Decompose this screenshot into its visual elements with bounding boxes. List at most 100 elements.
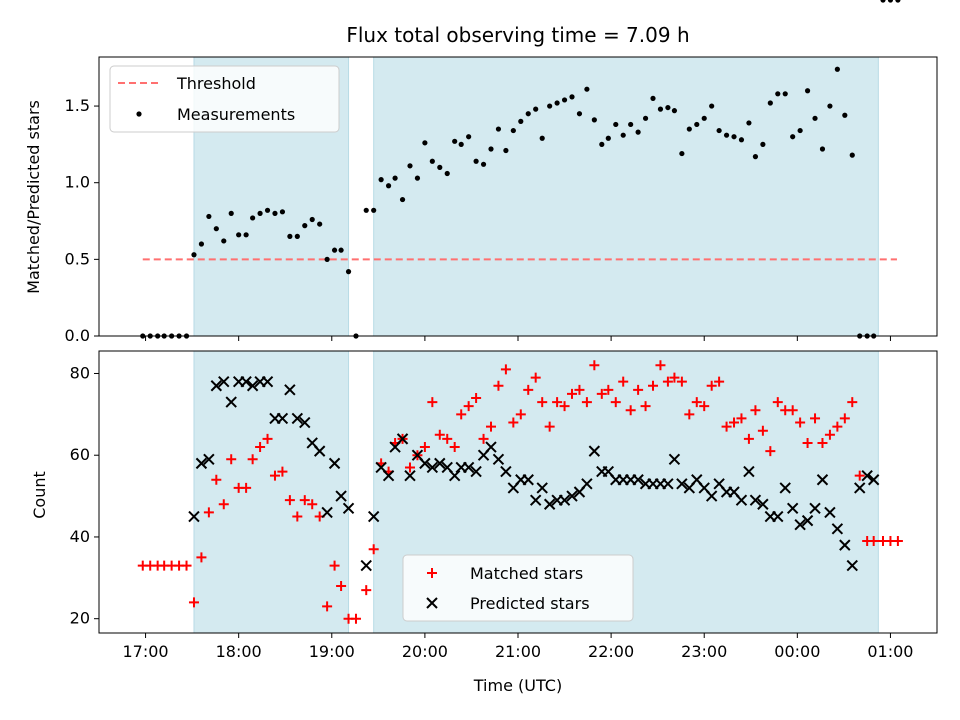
predicted-point — [786, 502, 799, 515]
measurement-point — [635, 129, 641, 135]
matched-point — [633, 384, 644, 395]
y-axis-label-ratio: Matched/Predicted stars — [24, 100, 43, 294]
matched-point — [581, 397, 592, 408]
matched-point — [787, 405, 798, 416]
measurement-point — [422, 140, 428, 146]
matched-point — [603, 384, 614, 395]
matched-point — [750, 405, 761, 416]
measurement-point — [437, 164, 443, 170]
predicted-point — [757, 498, 769, 510]
matched-point — [729, 417, 740, 428]
predicted-point — [492, 453, 505, 466]
matched-point — [544, 421, 555, 432]
measurement-point — [488, 146, 494, 152]
predicted-point — [335, 490, 347, 502]
count-panel: 20 40 60 80 17:00 18:00 19:00 20:00 21:00 22:00 23… — [70, 351, 938, 661]
measurement-point — [738, 137, 745, 143]
predicted-point — [831, 523, 844, 535]
matched-point — [567, 388, 578, 399]
legend-measurement-label: Measurements — [177, 105, 295, 124]
predicted-point — [404, 469, 416, 482]
matched-point — [493, 380, 504, 391]
matched-point — [743, 433, 754, 444]
legend-predicted-swatch — [426, 597, 438, 609]
legend-measurement-swatch — [136, 111, 142, 117]
measurement-point — [331, 247, 338, 253]
measurement-point — [576, 111, 583, 117]
legend-predicted-label: Predicted stars — [470, 594, 590, 613]
measurement-point — [701, 115, 707, 121]
predicted-point — [529, 494, 542, 506]
measurement-point — [228, 210, 234, 216]
predicted-point — [261, 375, 274, 388]
measurement-point — [272, 210, 278, 216]
matched-point — [757, 425, 768, 436]
matched-point — [810, 413, 821, 424]
matched-point — [721, 421, 732, 432]
measurement-point — [466, 134, 472, 140]
matched-point — [508, 417, 519, 428]
matched-point — [839, 413, 850, 424]
measurement-point — [804, 88, 811, 94]
measurement-point — [236, 232, 242, 238]
matched-point — [817, 437, 828, 448]
measurement-point — [620, 132, 626, 138]
measurement-point — [257, 210, 263, 216]
measurement-point — [378, 177, 384, 183]
matched-point — [736, 413, 747, 424]
x-tick-label: 17:00 — [123, 642, 169, 661]
measurement-point — [790, 134, 796, 140]
matched-point — [361, 585, 372, 596]
measurement-point — [206, 213, 212, 220]
measurement-point — [191, 252, 197, 258]
measurement-point — [264, 207, 271, 213]
predicted-point — [794, 518, 806, 531]
predicted-point — [743, 465, 755, 478]
measurement-point — [221, 238, 227, 244]
matched-point — [427, 397, 438, 408]
matched-point — [802, 437, 813, 448]
matched-point — [368, 544, 379, 555]
predicted-point — [662, 478, 674, 490]
matched-point — [648, 380, 659, 391]
matched-point — [669, 372, 680, 383]
matched-point — [684, 409, 695, 420]
observing-window-1 — [373, 56, 879, 337]
matched-point — [218, 499, 229, 510]
x-tick-label: 21:00 — [495, 642, 541, 661]
matched-point — [442, 433, 453, 444]
predicted-point — [668, 453, 681, 466]
x-tick-label: 00:00 — [774, 642, 820, 661]
legend-box — [402, 554, 634, 622]
x-tick-label: 18:00 — [216, 642, 262, 661]
predicted-point — [867, 474, 880, 486]
matched-point — [515, 409, 526, 420]
measurement-point — [392, 175, 398, 181]
measurement-point — [657, 106, 664, 112]
predicted-point — [676, 478, 688, 490]
measurement-point — [686, 126, 692, 132]
measurement-point — [533, 106, 539, 112]
predicted-point — [448, 469, 461, 482]
matched-point — [262, 433, 273, 444]
predicted-point — [809, 502, 821, 515]
matched-point — [188, 597, 199, 608]
predicted-point — [291, 412, 304, 425]
measurement-point — [213, 226, 219, 232]
matched-point — [456, 409, 467, 420]
measurement-point — [561, 97, 568, 103]
predicted-point — [536, 482, 548, 494]
predicted-point — [470, 465, 482, 478]
predicted-point — [342, 502, 355, 515]
predicted-point — [522, 474, 534, 486]
measurement-point — [842, 112, 848, 118]
predicted-point — [195, 457, 208, 470]
predicted-point — [284, 384, 296, 396]
measurement-point — [250, 215, 256, 221]
y-tick-label: 60 — [70, 445, 90, 464]
predicted-point — [839, 539, 851, 551]
measurement-point — [797, 127, 803, 134]
predicted-point — [632, 474, 644, 486]
measurement-point — [414, 175, 421, 181]
matched-point — [350, 613, 361, 624]
